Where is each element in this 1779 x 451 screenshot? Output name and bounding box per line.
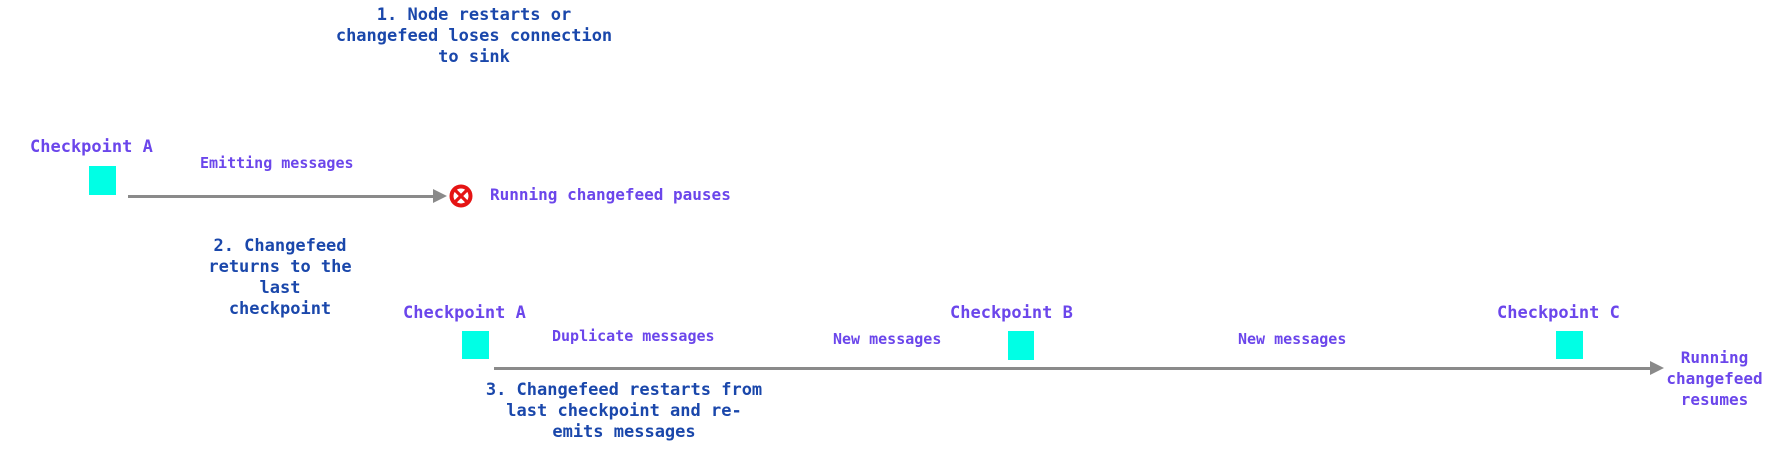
crossed-circle-icon [449, 184, 473, 208]
step1-annotation: 1. Node restarts or changefeed loses con… [335, 5, 613, 67]
checkpoint-b-marker [1008, 331, 1034, 360]
timeline-top-arrowhead [433, 189, 447, 203]
emitting-messages-label: Emitting messages [200, 154, 354, 172]
checkpoint-a-bottom-label: Checkpoint A [403, 303, 526, 323]
checkpoint-c-label: Checkpoint C [1497, 303, 1620, 323]
running-changefeed-resumes-label: Running changefeed resumes [1666, 348, 1763, 409]
checkpoint-a-top-label: Checkpoint A [30, 137, 153, 157]
checkpoint-a-top-marker [89, 166, 116, 195]
checkpoint-b-label: Checkpoint B [950, 303, 1073, 323]
checkpoint-c-marker [1556, 331, 1583, 359]
timeline-top-line [128, 195, 434, 198]
timeline-bottom-arrowhead [1650, 361, 1664, 375]
running-changefeed-pauses-label: Running changefeed pauses [490, 185, 731, 204]
new-messages-label-2: New messages [1238, 330, 1347, 348]
checkpoint-a-bottom-marker [462, 331, 489, 359]
step3-annotation: 3. Changefeed restarts from last checkpo… [485, 380, 763, 442]
new-messages-label-1: New messages [833, 330, 942, 348]
duplicate-messages-label: Duplicate messages [552, 327, 715, 345]
timeline-bottom-line [494, 367, 1651, 370]
step2-annotation: 2. Changefeed returns to the last checkp… [208, 236, 352, 319]
